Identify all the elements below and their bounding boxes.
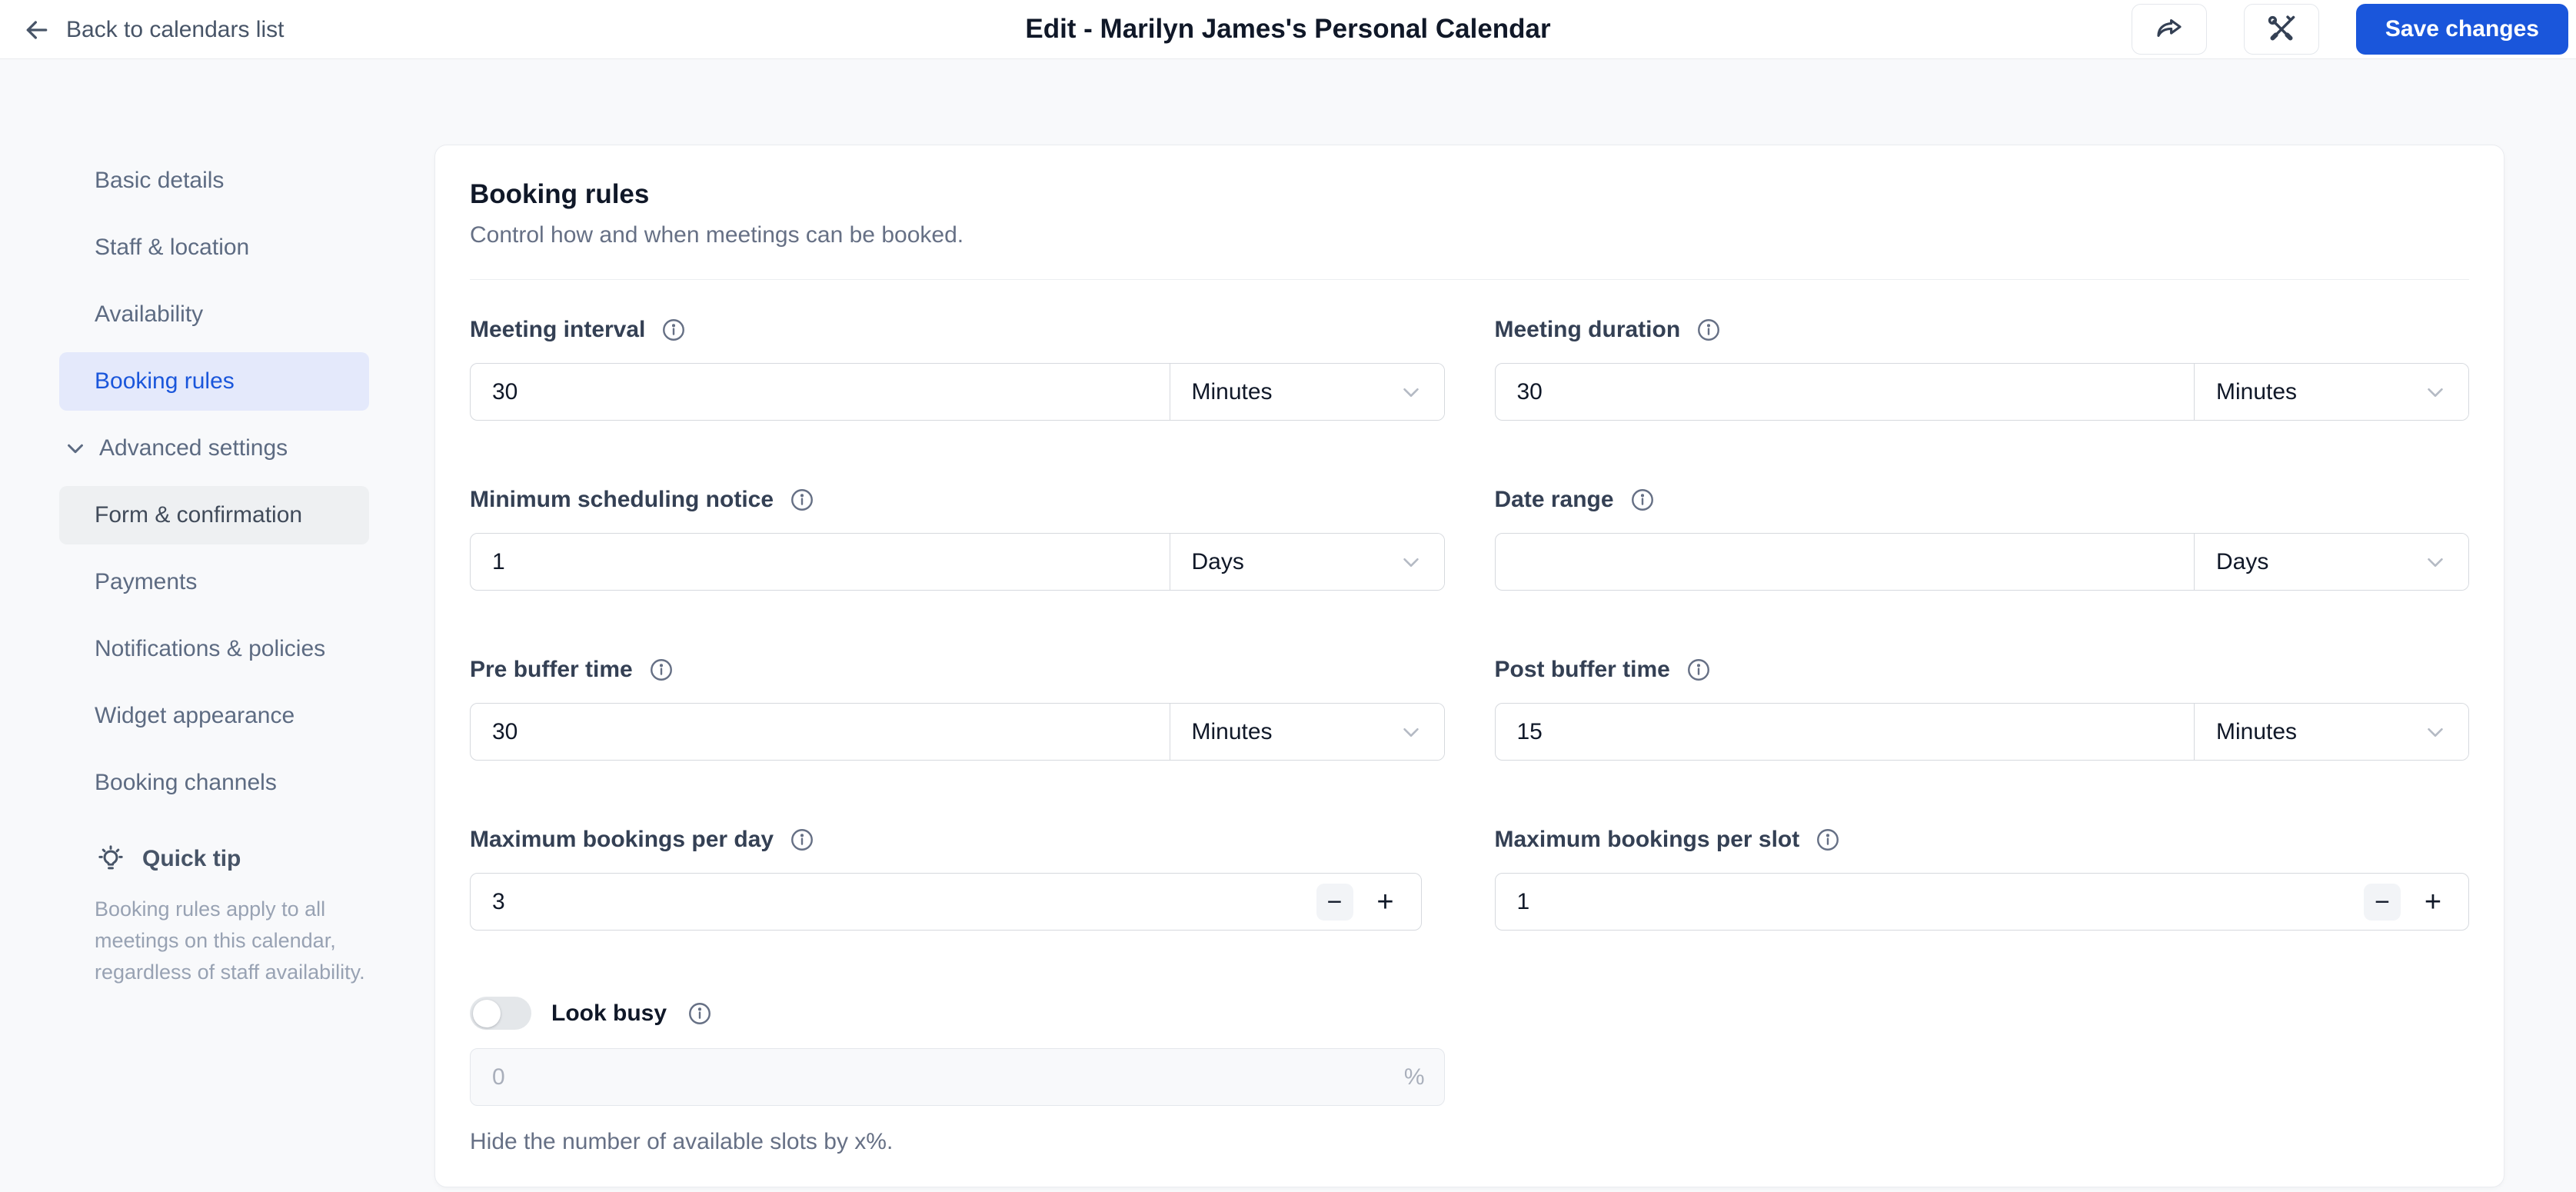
unit-select-value: Days — [1191, 548, 1244, 574]
field-pre-buffer-time: Pre buffer time Minutes — [470, 657, 1445, 761]
pre-buffer-time-unit-select[interactable]: Minutes — [1169, 704, 1444, 760]
sidebar-item-booking-rules[interactable]: Booking rules — [59, 352, 369, 411]
look-busy-label: Look busy — [551, 1000, 667, 1026]
chevron-down-icon — [1403, 388, 1419, 397]
pre-buffer-time-input[interactable] — [471, 704, 1170, 760]
look-busy-percentage-input[interactable] — [470, 1048, 1445, 1106]
maximum-bookings-per-day-input[interactable] — [471, 888, 1316, 915]
meeting-duration-unit-select[interactable]: Minutes — [2194, 364, 2468, 420]
field-maximum-bookings-per-day: Maximum bookings per day − + — [470, 827, 1445, 931]
date-range-unit-select[interactable]: Days — [2194, 534, 2468, 590]
maximum-bookings-per-slot-input[interactable] — [1495, 888, 2364, 915]
unit-select-value: Minutes — [1191, 378, 1273, 405]
quick-tip-title: Quick tip — [142, 846, 241, 871]
field-maximum-bookings-per-slot: Maximum bookings per slot − + — [1494, 827, 2469, 931]
info-icon[interactable] — [789, 487, 815, 513]
sidebar-item-advanced-settings[interactable]: Advanced settings — [59, 419, 369, 478]
field-minimum-scheduling-notice: Minimum scheduling notice Days — [470, 487, 1445, 591]
quick-tip: Quick tip Booking rules apply to all mee… — [59, 843, 369, 988]
sidebar-item-label: Advanced settings — [99, 435, 288, 461]
settings-sidebar: Basic details Staff & location Availabil… — [59, 151, 369, 988]
maximum-bookings-per-day-label: Maximum bookings per day — [470, 827, 774, 852]
date-range-input[interactable] — [1495, 534, 2194, 590]
share-button[interactable] — [2131, 4, 2207, 55]
share-forward-icon — [2157, 19, 2182, 37]
top-bar: Back to calendars list Edit - Marilyn Ja… — [0, 0, 2576, 59]
back-to-calendars-link[interactable]: Back to calendars list — [22, 0, 284, 59]
field-meeting-interval: Meeting interval Minutes — [470, 317, 1445, 421]
chevron-down-icon — [2428, 388, 2443, 397]
divider — [470, 279, 2469, 280]
panel-title: Booking rules — [470, 179, 650, 209]
sidebar-item-payments[interactable]: Payments — [95, 569, 198, 594]
look-busy-toggle[interactable] — [470, 997, 531, 1030]
sidebar-item-notifications-policies[interactable]: Notifications & policies — [95, 636, 326, 661]
info-icon[interactable] — [661, 317, 687, 343]
meeting-interval-label: Meeting interval — [470, 317, 646, 342]
info-icon[interactable] — [648, 657, 674, 683]
sidebar-item-staff-location[interactable]: Staff & location — [95, 235, 250, 260]
minimum-scheduling-notice-unit-select[interactable]: Days — [1169, 534, 1444, 590]
info-icon[interactable] — [687, 1001, 713, 1027]
meeting-interval-input[interactable] — [471, 364, 1170, 420]
maximum-bookings-per-slot-label: Maximum bookings per slot — [1494, 827, 1800, 852]
back-link-label: Back to calendars list — [66, 16, 285, 42]
chevron-down-icon — [1403, 558, 1419, 567]
info-icon[interactable] — [1696, 317, 1722, 343]
pre-buffer-time-label: Pre buffer time — [470, 657, 633, 682]
post-buffer-time-unit-select[interactable]: Minutes — [2194, 704, 2468, 760]
chevron-down-icon — [68, 444, 83, 454]
increment-button[interactable]: + — [1367, 884, 1404, 921]
info-icon[interactable] — [1686, 657, 1712, 683]
field-post-buffer-time: Post buffer time Minutes — [1494, 657, 2469, 761]
info-icon[interactable] — [1629, 487, 1656, 513]
unit-select-value: Minutes — [1191, 718, 1273, 744]
arrow-left-icon — [26, 20, 48, 39]
booking-rules-form: Meeting interval Minutes Meeting duratio… — [470, 317, 2469, 1155]
post-buffer-time-label: Post buffer time — [1494, 657, 1670, 682]
field-date-range: Date range Days — [1494, 487, 2469, 591]
header-actions: Save changes — [2131, 4, 2568, 55]
percent-suffix: % — [1403, 1064, 1425, 1090]
decrement-button[interactable]: − — [2364, 883, 2401, 921]
toggle-knob — [473, 999, 501, 1027]
chevron-down-icon — [1403, 728, 1419, 737]
sidebar-item-availability[interactable]: Availability — [95, 301, 204, 327]
quick-tip-body: Booking rules apply to all meetings on t… — [95, 897, 365, 984]
lightbulb-icon — [98, 845, 123, 870]
tools-icon — [2268, 15, 2295, 41]
tools-button[interactable] — [2243, 4, 2319, 55]
look-busy-helper-text: Hide the number of available slots by x%… — [470, 1129, 894, 1154]
sidebar-item-widget-appearance[interactable]: Widget appearance — [95, 703, 295, 728]
minimum-scheduling-notice-label: Minimum scheduling notice — [470, 487, 774, 512]
panel-subtitle: Control how and when meetings can be boo… — [470, 222, 964, 248]
unit-select-value: Days — [2216, 548, 2269, 574]
date-range-label: Date range — [1494, 487, 1614, 512]
sidebar-item-basic-details[interactable]: Basic details — [95, 168, 225, 193]
unit-select-value: Minutes — [2216, 378, 2298, 405]
sidebar-item-form-confirmation[interactable]: Form & confirmation — [59, 486, 369, 544]
increment-button[interactable]: + — [2415, 884, 2451, 921]
save-changes-button[interactable]: Save changes — [2355, 4, 2568, 55]
unit-select-value: Minutes — [2216, 718, 2298, 744]
post-buffer-time-input[interactable] — [1495, 704, 2194, 760]
meeting-duration-label: Meeting duration — [1494, 317, 1681, 342]
info-icon[interactable] — [789, 827, 815, 853]
minimum-scheduling-notice-input[interactable] — [471, 534, 1170, 590]
info-icon[interactable] — [1815, 827, 1841, 853]
page-title: Edit - Marilyn James's Personal Calendar — [1025, 14, 1551, 44]
field-look-busy: Look busy % Hide the number of available… — [470, 997, 1445, 1155]
meeting-duration-input[interactable] — [1495, 364, 2194, 420]
decrement-button[interactable]: − — [1316, 883, 1353, 921]
chevron-down-icon — [2428, 558, 2443, 567]
meeting-interval-unit-select[interactable]: Minutes — [1169, 364, 1444, 420]
chevron-down-icon — [2428, 728, 2443, 737]
booking-rules-panel: Booking rules Control how and when meeti… — [434, 145, 2504, 1187]
field-meeting-duration: Meeting duration Minutes — [1494, 317, 2469, 421]
sidebar-item-booking-channels[interactable]: Booking channels — [95, 770, 277, 795]
